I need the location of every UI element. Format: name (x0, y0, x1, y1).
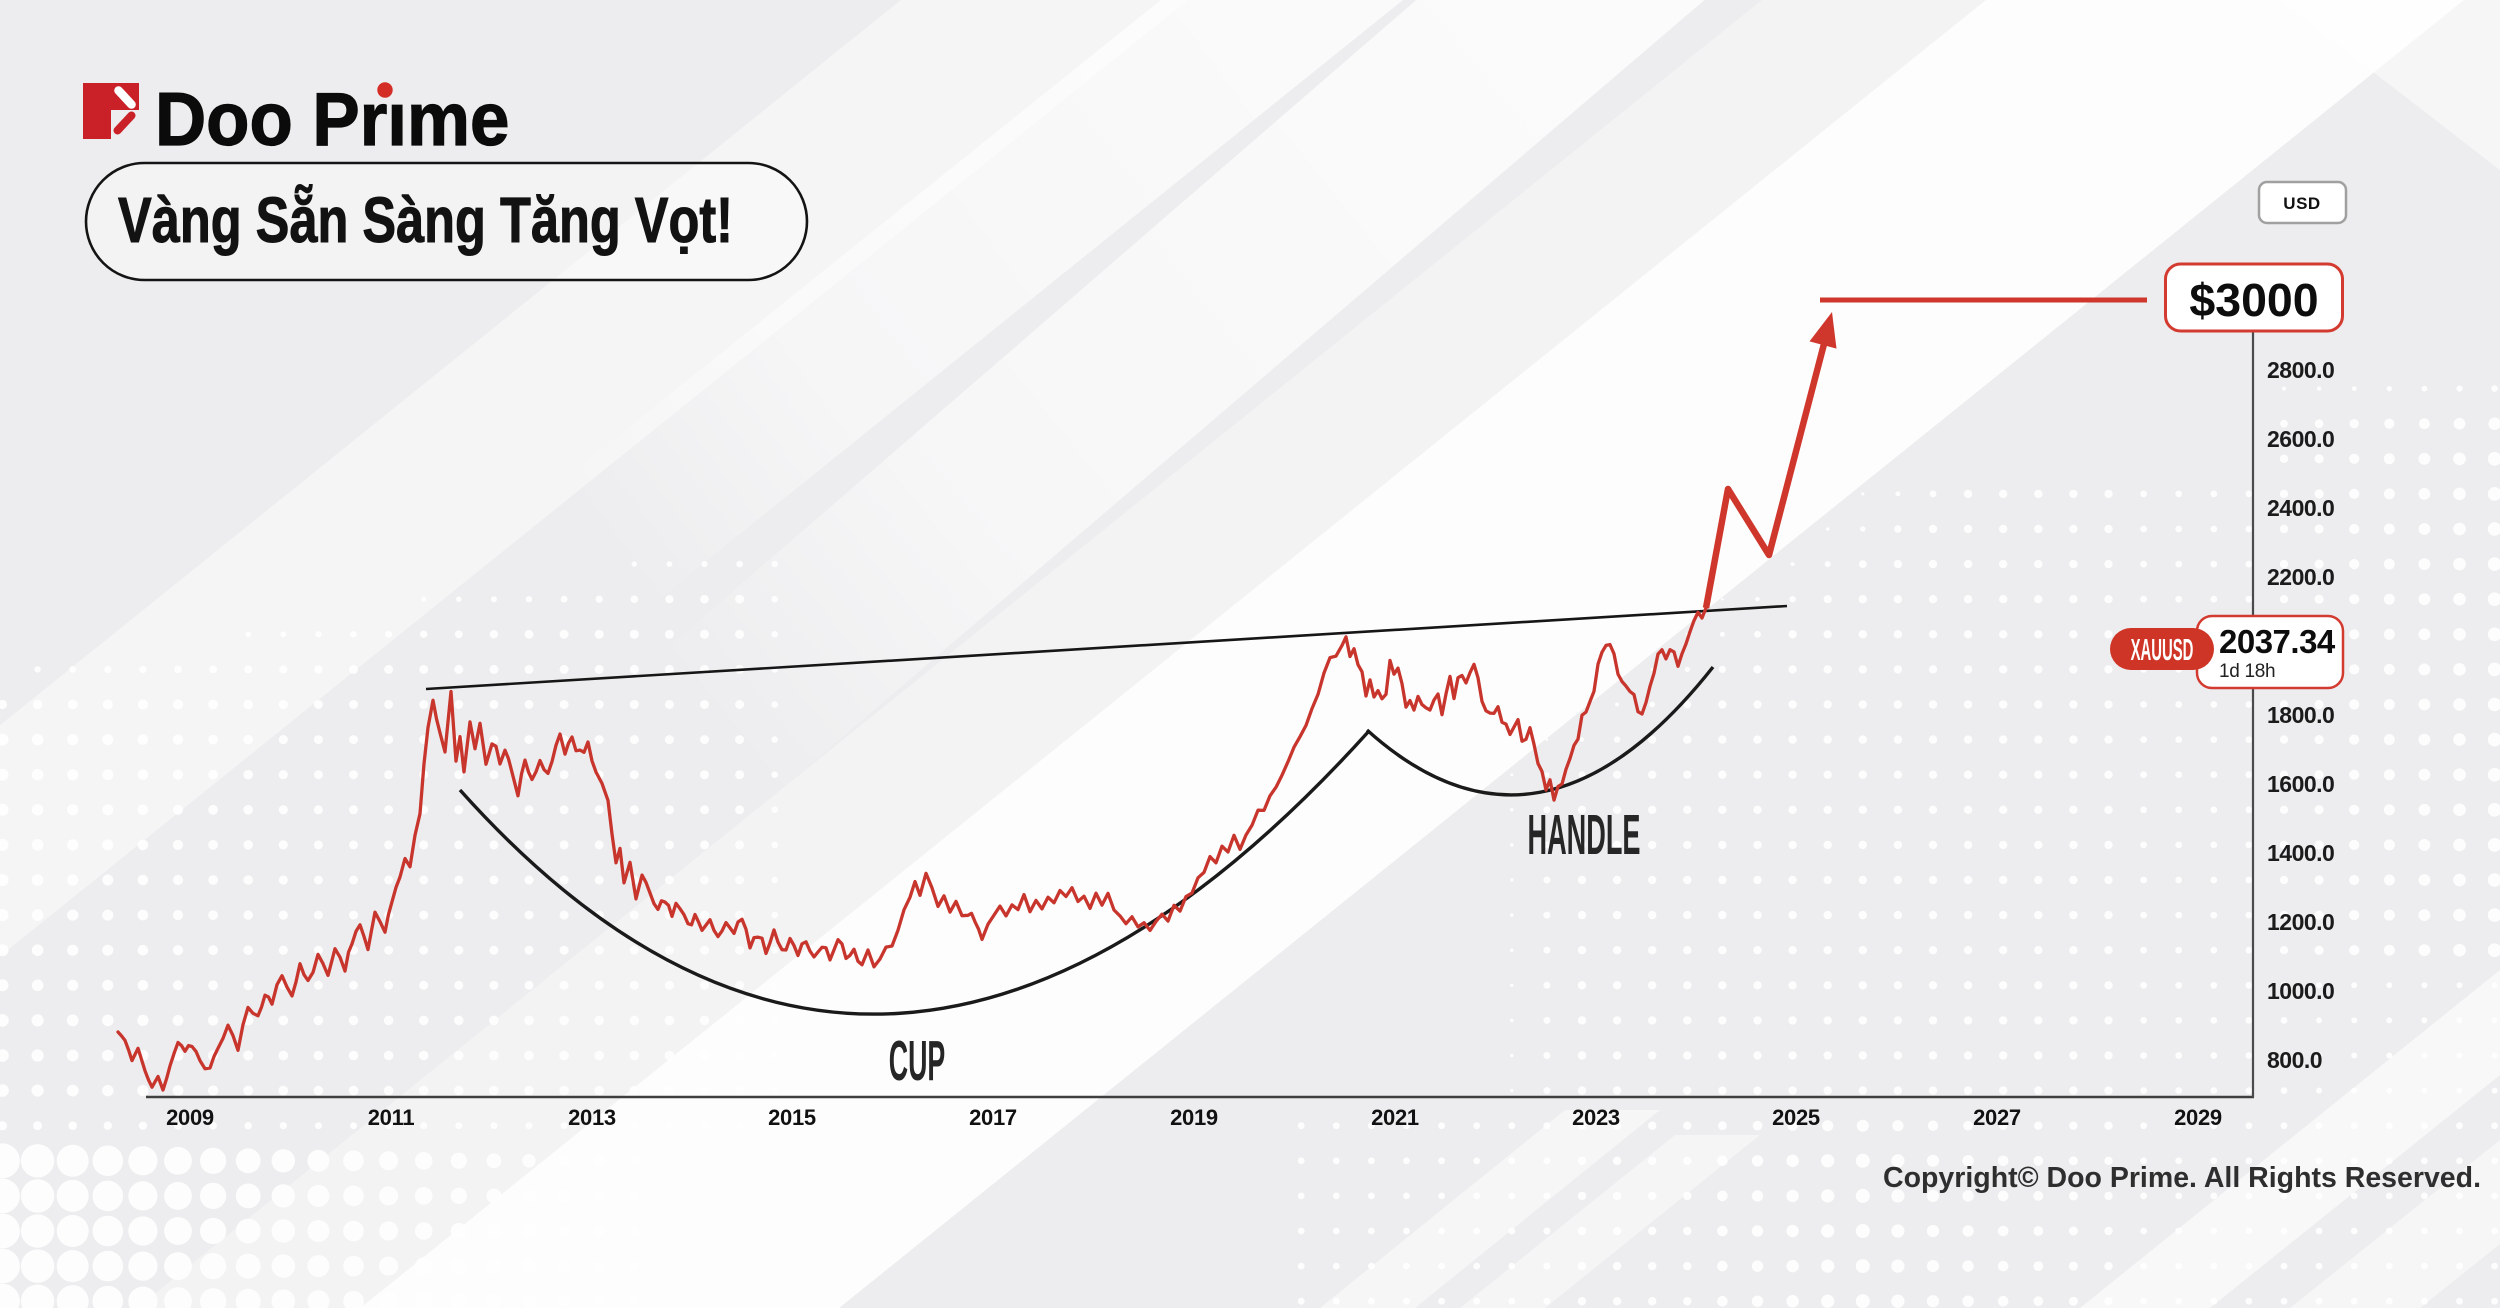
svg-text:1000.0: 1000.0 (2267, 978, 2334, 1004)
svg-text:Doo Prıme: Doo Prıme (155, 78, 509, 161)
svg-text:1d 18h: 1d 18h (2219, 661, 2275, 682)
svg-text:2600.0: 2600.0 (2267, 426, 2334, 452)
svg-text:2200.0: 2200.0 (2267, 564, 2334, 590)
svg-text:HANDLE: HANDLE (1528, 804, 1641, 866)
svg-text:CUP: CUP (889, 1030, 946, 1093)
svg-text:USD: USD (2283, 194, 2320, 213)
svg-text:2400.0: 2400.0 (2267, 495, 2334, 521)
svg-text:2025: 2025 (1772, 1105, 1820, 1130)
svg-text:1400.0: 1400.0 (2267, 840, 2334, 866)
svg-text:2023: 2023 (1572, 1105, 1620, 1130)
svg-text:2037.34: 2037.34 (2219, 623, 2336, 660)
svg-text:2019: 2019 (1170, 1105, 1218, 1130)
svg-text:XAUUSD: XAUUSD (2131, 633, 2194, 667)
svg-text:2027: 2027 (1973, 1105, 2021, 1130)
svg-text:2800.0: 2800.0 (2267, 357, 2334, 383)
svg-text:2015: 2015 (768, 1105, 816, 1130)
svg-text:2029: 2029 (2174, 1105, 2222, 1130)
svg-text:1200.0: 1200.0 (2267, 909, 2334, 935)
svg-text:2013: 2013 (568, 1105, 616, 1130)
svg-text:2017: 2017 (969, 1105, 1017, 1130)
svg-text:800.0: 800.0 (2267, 1047, 2322, 1073)
svg-text:$3000: $3000 (2189, 274, 2318, 326)
svg-text:2009: 2009 (166, 1105, 214, 1130)
svg-text:2011: 2011 (368, 1105, 415, 1130)
svg-text:1600.0: 1600.0 (2267, 771, 2334, 797)
svg-text:2021: 2021 (1371, 1105, 1419, 1130)
svg-text:1800.0: 1800.0 (2267, 702, 2334, 728)
svg-text:Copyright© Doo Prime. All Righ: Copyright© Doo Prime. All Rights Reserve… (1883, 1162, 2481, 1194)
svg-text:Vàng Sẵn Sàng Tăng Vọt!: Vàng Sẵn Sàng Tăng Vọt! (118, 184, 733, 256)
